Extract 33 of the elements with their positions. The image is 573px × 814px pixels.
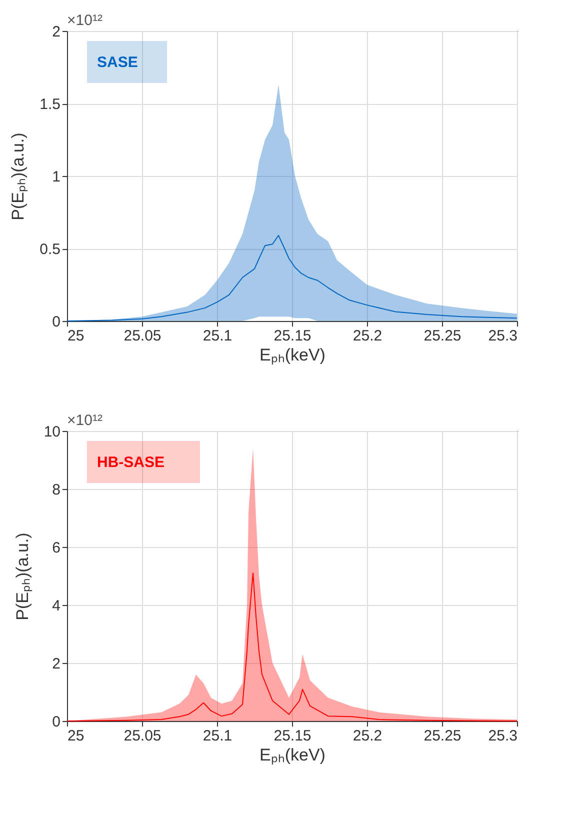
x-tick-label: 25	[68, 328, 84, 344]
y-tick-label: 1.5	[40, 96, 60, 113]
x-tick-label: 25.05	[124, 728, 162, 744]
x-tick-label: 25	[68, 728, 84, 744]
y-tick-label: 0	[52, 714, 60, 730]
text: ×10¹²	[67, 12, 102, 29]
x-tick-label: 25.1	[202, 328, 232, 344]
x-axis-title: Eₚₕ(keV)	[260, 346, 326, 366]
x-axis-title: Eₚₕ(keV)	[260, 746, 326, 766]
y-tick-label: 10	[44, 424, 60, 440]
y-tick-label: 0	[52, 314, 60, 330]
x-tick-label: 25.25	[424, 728, 462, 744]
x-tick-label: 25.2	[352, 328, 382, 344]
y-tick-label: 1	[52, 168, 60, 186]
text: ×10¹²	[67, 412, 102, 429]
y-tick-label: 4	[52, 598, 60, 614]
x-tick-label: 25.15	[274, 328, 312, 344]
y-tick-label: 0.5	[40, 241, 60, 258]
x-tick-label: 25.3	[488, 728, 518, 744]
y-axis-title: P(Eₚₕ)(a.u.)	[12, 532, 33, 620]
x-tick-label: 25.25	[424, 328, 462, 344]
x-tick-label: 25.05	[124, 328, 162, 344]
text: HB-SASE	[97, 454, 165, 471]
y-tick-label: 6	[52, 540, 60, 556]
x-tick-label: 25.2	[352, 728, 382, 744]
x-tick-label: 25.1	[202, 728, 232, 744]
y-tick-label: 8	[52, 482, 60, 498]
text: SASE	[97, 54, 138, 71]
x-tick-label: 25.15	[274, 728, 312, 744]
y-axis-title: P(Eₚₕ)(a.u.)	[8, 132, 29, 220]
x-tick-label: 25.3	[488, 328, 518, 344]
y-tick-label: 2	[52, 24, 60, 40]
y-tick-label: 2	[52, 656, 60, 672]
